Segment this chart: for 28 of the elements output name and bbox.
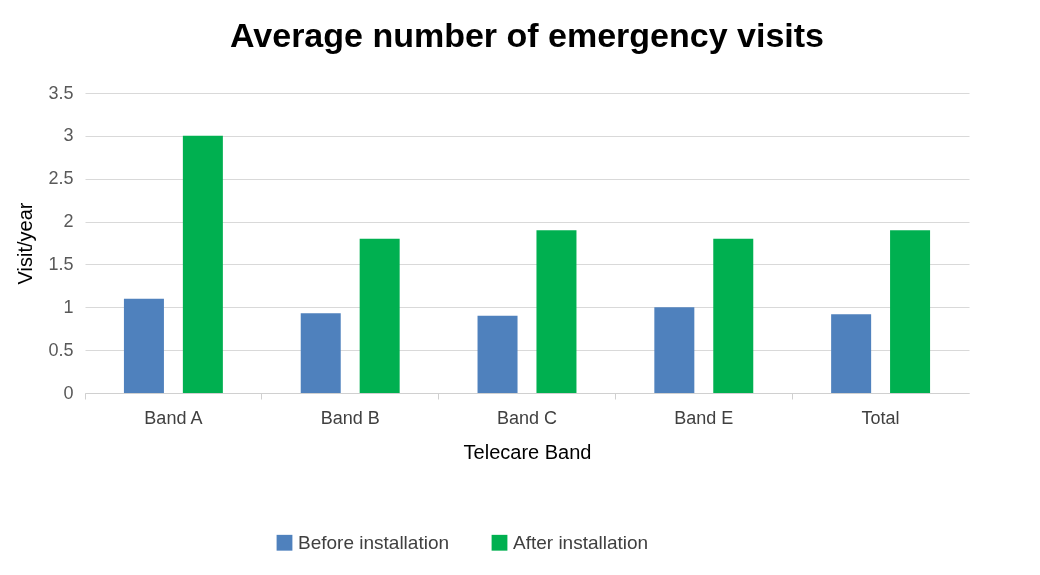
- y-tick-label: 1.5: [48, 253, 74, 274]
- x-tick-label: Band C: [496, 407, 558, 428]
- y-tick-label: 2: [63, 211, 74, 232]
- bar: [182, 135, 223, 393]
- y-tick-label: 1: [63, 296, 74, 317]
- chart-title: Average number of emergency visits: [230, 16, 824, 54]
- bar: [831, 314, 872, 393]
- bar: [477, 315, 518, 393]
- bar: [890, 230, 931, 393]
- bar: [654, 307, 695, 393]
- y-tick-label: 3.5: [48, 82, 74, 103]
- x-axis-title: Telecare Band: [463, 440, 592, 463]
- y-tick-label: 0: [63, 382, 74, 403]
- x-tick-label: Band E: [674, 407, 734, 428]
- bar: [536, 230, 577, 393]
- y-tick-label: 0.5: [48, 339, 74, 360]
- x-tick-label: Total: [861, 407, 900, 428]
- y-axis-title: Visit/year: [14, 202, 37, 285]
- legend-label: Before installation: [298, 531, 450, 553]
- x-tick-label: Band B: [320, 407, 380, 428]
- bar: [123, 298, 164, 393]
- legend-label: After installation: [513, 531, 649, 553]
- y-tick-label: 3: [63, 125, 74, 146]
- y-tick-label: 2.5: [48, 168, 74, 189]
- x-tick-label: Band A: [144, 407, 203, 428]
- bar: [359, 238, 400, 393]
- bar: [300, 313, 341, 393]
- bar: [713, 238, 754, 393]
